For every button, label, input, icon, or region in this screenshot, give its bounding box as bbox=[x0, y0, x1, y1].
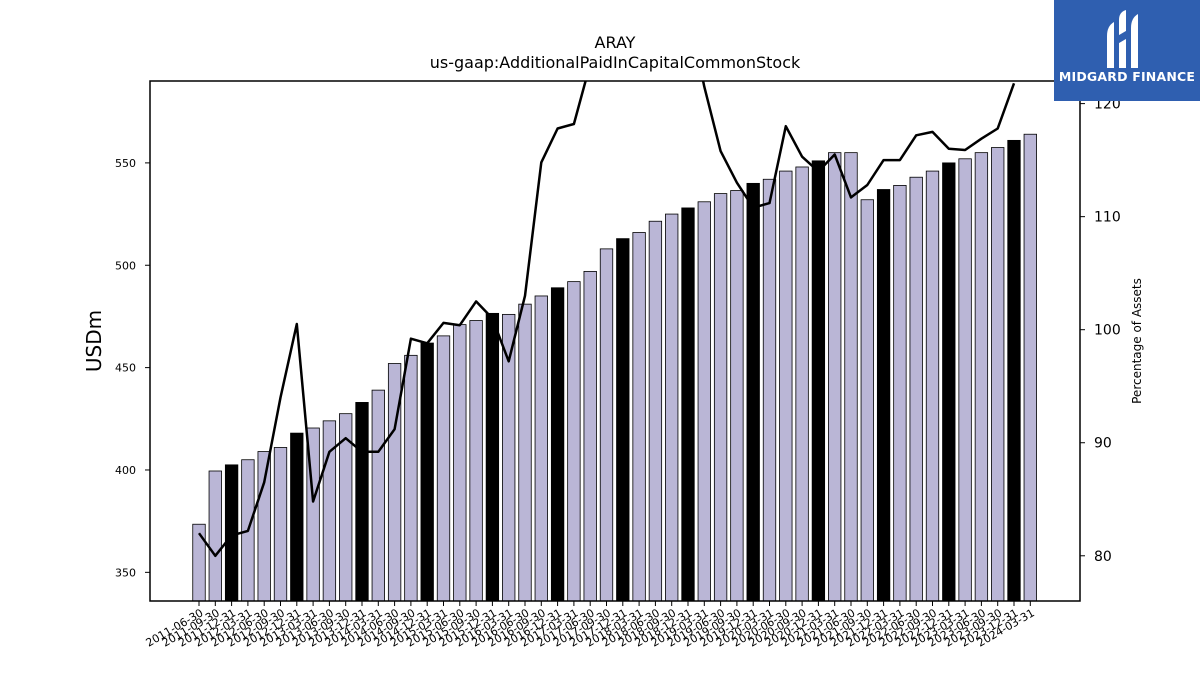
bar-2017-12-31 bbox=[616, 238, 630, 602]
bar-2021-06-30 bbox=[844, 152, 858, 602]
bar-2017-03-31 bbox=[567, 281, 581, 602]
bar-2018-12-31 bbox=[681, 207, 695, 602]
bar-2022-06-30 bbox=[909, 176, 923, 602]
y-tick-label-550: 550 bbox=[115, 157, 136, 170]
bar-2020-06-30 bbox=[779, 170, 793, 602]
bar-2021-12-31 bbox=[876, 189, 891, 602]
bar-2020-09-30 bbox=[795, 166, 809, 602]
bar-2023-12-31 bbox=[1007, 139, 1021, 602]
y2-tick-label-90: 90 bbox=[1094, 436, 1112, 452]
chart-subtitle: us-gaap:AdditionalPaidInCapitalCommonSto… bbox=[430, 53, 801, 72]
bar-2014-09-30 bbox=[404, 354, 418, 602]
bar-2016-12-31 bbox=[550, 287, 565, 602]
bar-2012-06-30 bbox=[257, 451, 271, 602]
plot-area bbox=[192, 81, 1037, 602]
bar-2023-03-31 bbox=[958, 158, 972, 602]
bar-2015-12-31 bbox=[485, 312, 500, 602]
bar-2021-03-31 bbox=[828, 152, 842, 602]
bar-2018-06-30 bbox=[648, 220, 663, 602]
bar-2021-09-30 bbox=[860, 199, 874, 602]
axes: 35040045050055080901001101202011-06-3020… bbox=[115, 97, 1121, 650]
bar-2015-09-30 bbox=[469, 320, 483, 602]
bar-2020-12-31 bbox=[811, 160, 826, 602]
bar-2020-03-31 bbox=[762, 178, 777, 602]
bar-2014-03-31 bbox=[371, 389, 385, 602]
bar-2019-06-30 bbox=[713, 193, 728, 602]
bar-2014-12-31 bbox=[420, 342, 434, 602]
y-tick-label-500: 500 bbox=[115, 259, 136, 272]
bar-2018-03-31 bbox=[632, 232, 646, 602]
midgard-logo-icon bbox=[1107, 10, 1138, 68]
y-axis-label: USDm bbox=[82, 310, 106, 372]
bar-2023-06-30 bbox=[974, 152, 989, 602]
bar-2019-03-31 bbox=[697, 201, 711, 602]
bar-2015-03-31 bbox=[436, 335, 451, 602]
bar-2017-09-30 bbox=[599, 248, 614, 602]
chart-title: ARAY bbox=[595, 33, 636, 52]
bar-2016-06-30 bbox=[518, 303, 532, 602]
bar-2024-03-31 bbox=[1023, 133, 1037, 602]
percentage-of-assets-line bbox=[197, 81, 1016, 558]
bar-2018-09-30 bbox=[665, 213, 679, 602]
bar-2013-12-31 bbox=[355, 402, 369, 602]
y-tick-label-400: 400 bbox=[115, 464, 136, 477]
bar-2016-09-30 bbox=[534, 295, 548, 602]
y2-tick-label-110: 110 bbox=[1094, 210, 1121, 226]
bar-2012-12-31 bbox=[290, 432, 304, 602]
bar-2011-09-30 bbox=[208, 470, 222, 602]
bar-2022-09-30 bbox=[925, 170, 940, 602]
bar-2017-06-30 bbox=[583, 270, 597, 602]
bar-2012-09-30 bbox=[273, 447, 288, 602]
y2-tick-label-100: 100 bbox=[1094, 323, 1121, 339]
bar-2019-12-31 bbox=[746, 182, 760, 602]
bar-2022-12-31 bbox=[942, 162, 956, 602]
logo-text: MIDGARD FINANCE bbox=[1058, 69, 1196, 84]
y-tick-label-450: 450 bbox=[115, 362, 136, 375]
y-tick-label-350: 350 bbox=[115, 566, 136, 579]
bar-2022-03-31 bbox=[893, 185, 907, 602]
midgard-finance-logo: MIDGARD FINANCE bbox=[1054, 0, 1200, 101]
bar-2015-06-30 bbox=[453, 324, 467, 602]
bar-2023-09-30 bbox=[991, 147, 1005, 602]
bar-2011-06-30 bbox=[192, 523, 206, 602]
y2-axis-label: Percentage of Assets bbox=[1130, 278, 1144, 404]
plot-frame bbox=[149, 80, 1081, 602]
bar-2019-09-30 bbox=[730, 190, 744, 602]
y2-tick-label-80: 80 bbox=[1094, 549, 1112, 565]
